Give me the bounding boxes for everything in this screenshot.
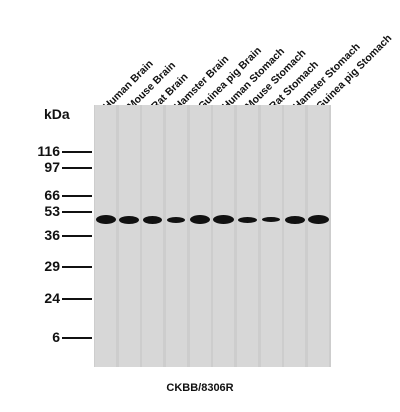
lane: [284, 105, 305, 367]
band: [285, 216, 305, 224]
lane: [237, 105, 258, 367]
marker-tick: [62, 337, 92, 339]
antibody-caption: CKBB/8306R: [166, 382, 234, 394]
marker-label: 6: [52, 329, 60, 345]
marker-label: 66: [44, 187, 60, 203]
marker-label: 53: [44, 203, 60, 219]
lane: [190, 105, 211, 367]
lane: [95, 105, 116, 367]
lane: [119, 105, 140, 367]
marker-tick: [62, 167, 92, 169]
band: [143, 216, 162, 224]
blot-membrane: [94, 105, 331, 367]
marker-label: 29: [44, 258, 60, 274]
marker-tick: [62, 195, 92, 197]
marker-label: 36: [44, 227, 60, 243]
lane: [213, 105, 234, 367]
marker-tick: [62, 211, 92, 213]
lane: [166, 105, 187, 367]
band: [167, 217, 185, 223]
lane: [308, 105, 329, 367]
marker-tick: [62, 235, 92, 237]
band: [119, 216, 139, 224]
band: [238, 217, 257, 223]
marker-tick: [62, 298, 92, 300]
band: [262, 217, 280, 222]
band: [190, 215, 210, 224]
band: [308, 215, 329, 224]
marker-tick: [62, 151, 92, 153]
unit-label: kDa: [44, 106, 70, 122]
lane: [261, 105, 282, 367]
lane: [142, 105, 163, 367]
marker-tick: [62, 266, 92, 268]
marker-label: 116: [37, 143, 60, 159]
band: [96, 215, 116, 224]
marker-label: 97: [44, 159, 60, 175]
marker-label: 24: [44, 290, 60, 306]
band: [213, 215, 234, 224]
